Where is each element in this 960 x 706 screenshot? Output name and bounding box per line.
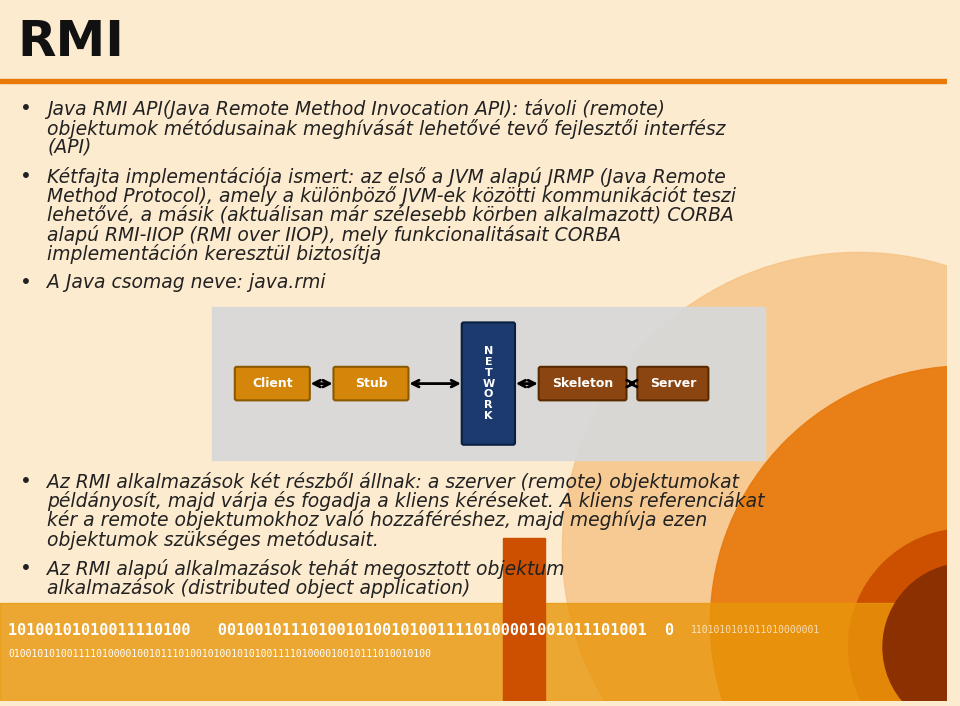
Circle shape (563, 252, 960, 706)
Text: példányosít, majd várja és fogadja a kliens kéréseket. A kliens referenciákat: példányosít, majd várja és fogadja a kli… (47, 491, 765, 511)
Text: Az RMI alkalmazások két részből állnak: a szerver (remote) objektumokat: Az RMI alkalmazások két részből állnak: … (47, 472, 739, 492)
Bar (0, 5, 948, 80)
Text: 010010101001111010000100101110100101001010100111101000010010111010010100: 0100101010011110100001001011101001010010… (8, 649, 431, 659)
Text: lehetővé, a másik (aktuálisan már szélesebb körben alkalmazott) CORBA: lehetővé, a másik (aktuálisan már széles… (47, 205, 734, 225)
Text: 10100101010011110100   00100101110100101001010011110100001001011101001  0: 10100101010011110100 0010010111010010100… (8, 623, 674, 638)
Text: objektumok szükséges metódusait.: objektumok szükséges metódusait. (47, 530, 379, 549)
Circle shape (849, 529, 960, 706)
Text: Stub: Stub (354, 377, 387, 390)
Text: 1101010101011010000001: 1101010101011010000001 (690, 626, 820, 635)
Text: (API): (API) (47, 138, 92, 157)
Text: Kétfajta implementációja ismert: az első a JVM alapú JRMP (Java Remote: Kétfajta implementációja ismert: az első… (47, 167, 726, 187)
Text: Az RMI alapú alkalmazások tehát megosztott objektum: Az RMI alapú alkalmazások tehát megoszto… (47, 558, 564, 579)
Text: Skeleton: Skeleton (552, 377, 613, 390)
Text: kér a remote objektumokhoz való hozzáféréshez, majd meghívja ezen: kér a remote objektumokhoz való hozzáfér… (47, 510, 708, 530)
Text: RMI: RMI (17, 18, 125, 66)
Bar (0, 603, 948, 701)
Text: N
E
T
W
O
R
K: N E T W O R K (482, 346, 494, 421)
Text: •: • (20, 472, 32, 491)
Text: Method Protocol), amely a különböző JVM-ek közötti kommunikációt teszi: Method Protocol), amely a különböző JVM-… (47, 186, 736, 206)
Text: implementáción keresztül biztosítja: implementáción keresztül biztosítja (47, 244, 382, 264)
Text: alapú RMI-IIOP (RMI over IIOP), mely funkcionalitásait CORBA: alapú RMI-IIOP (RMI over IIOP), mely fun… (47, 225, 622, 245)
FancyBboxPatch shape (462, 323, 515, 445)
Text: •: • (20, 167, 32, 186)
FancyBboxPatch shape (235, 367, 310, 400)
Text: Java RMI API(Java Remote Method Invocation API): távoli (remote): Java RMI API(Java Remote Method Invocati… (47, 100, 665, 119)
Circle shape (710, 366, 960, 706)
FancyBboxPatch shape (333, 367, 408, 400)
Bar (212, 307, 764, 460)
Text: •: • (20, 100, 32, 119)
Bar (0, 90, 948, 613)
Bar (503, 539, 544, 701)
Text: alkalmazások (distributed object application): alkalmazások (distributed object applica… (47, 578, 470, 598)
Text: Server: Server (650, 377, 696, 390)
Circle shape (883, 563, 960, 706)
Text: A Java csomag neve: java.rmi: A Java csomag neve: java.rmi (47, 273, 326, 292)
Text: •: • (20, 273, 32, 292)
Text: •: • (20, 558, 32, 578)
Text: Client: Client (252, 377, 293, 390)
FancyBboxPatch shape (637, 367, 708, 400)
Bar (0, 79, 948, 83)
FancyBboxPatch shape (539, 367, 627, 400)
Text: objektumok métódusainak meghívását lehetővé tevő fejlesztői interfész: objektumok métódusainak meghívását lehet… (47, 119, 726, 138)
